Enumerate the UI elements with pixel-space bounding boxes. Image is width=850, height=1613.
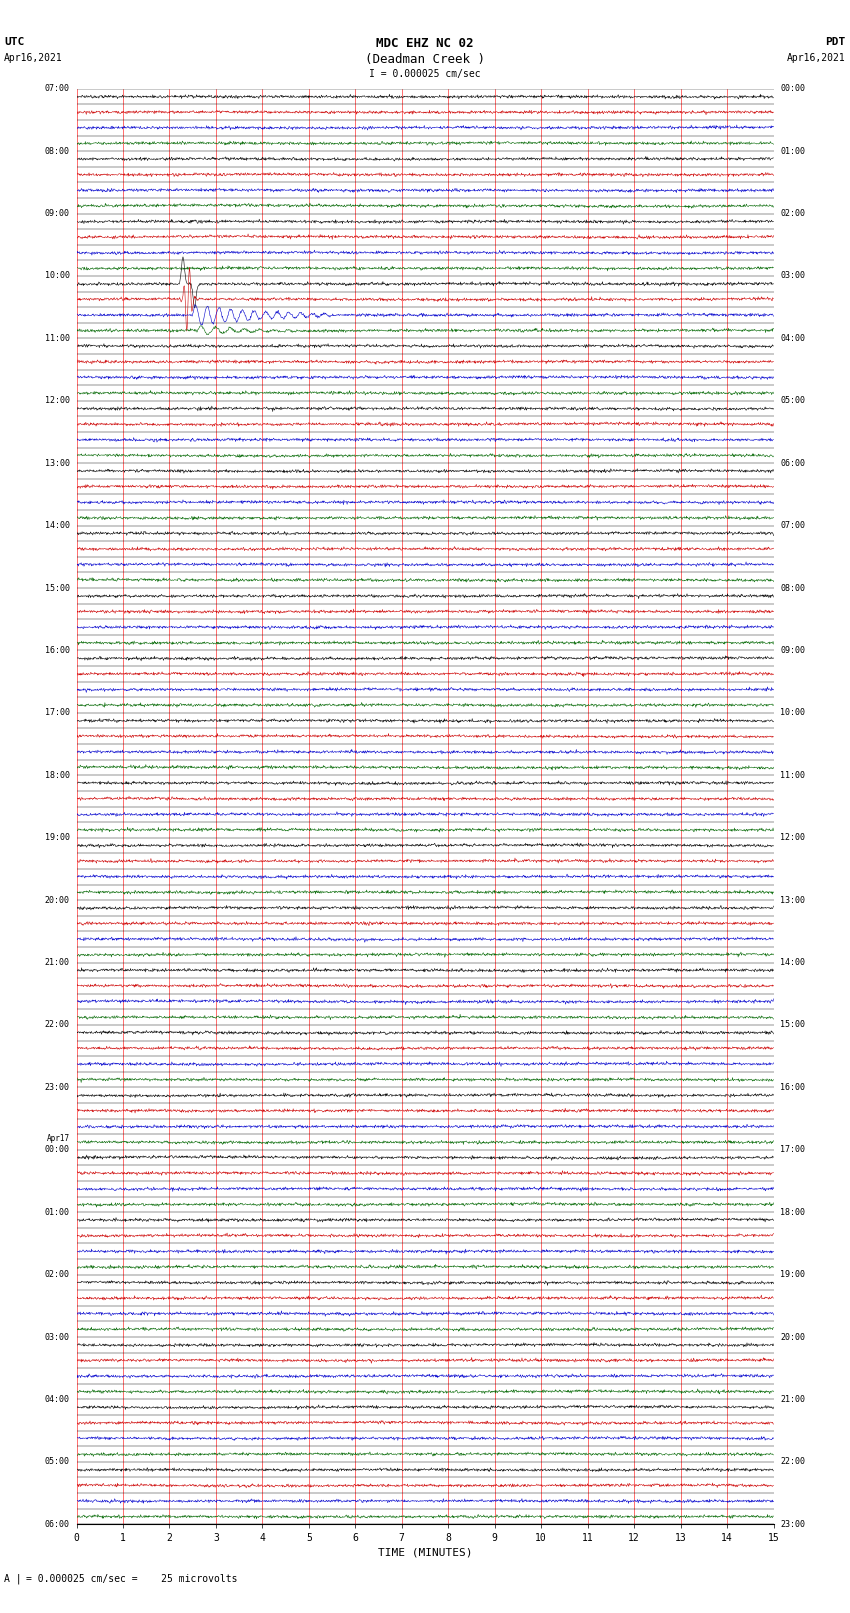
Text: 20:00: 20:00 [44, 895, 70, 905]
Text: UTC: UTC [4, 37, 25, 47]
Text: 02:00: 02:00 [44, 1269, 70, 1279]
Text: = 0.000025 cm/sec =    25 microvolts: = 0.000025 cm/sec = 25 microvolts [26, 1574, 237, 1584]
Text: 15:00: 15:00 [780, 1021, 806, 1029]
Text: PDT: PDT [825, 37, 846, 47]
Text: 22:00: 22:00 [44, 1021, 70, 1029]
Text: 19:00: 19:00 [44, 834, 70, 842]
Text: 12:00: 12:00 [44, 397, 70, 405]
Text: 14:00: 14:00 [44, 521, 70, 531]
Text: 04:00: 04:00 [780, 334, 806, 344]
Text: 09:00: 09:00 [780, 645, 806, 655]
Text: 21:00: 21:00 [780, 1395, 806, 1403]
Text: A |: A | [4, 1573, 22, 1584]
Text: I = 0.000025 cm/sec: I = 0.000025 cm/sec [369, 69, 481, 79]
Text: 06:00: 06:00 [780, 458, 806, 468]
Text: 00:00: 00:00 [780, 84, 806, 94]
Text: 08:00: 08:00 [44, 147, 70, 155]
Text: 23:00: 23:00 [44, 1082, 70, 1092]
Text: 23:00: 23:00 [780, 1519, 806, 1529]
X-axis label: TIME (MINUTES): TIME (MINUTES) [377, 1547, 473, 1558]
Text: 07:00: 07:00 [44, 84, 70, 94]
Text: 14:00: 14:00 [780, 958, 806, 968]
Text: 08:00: 08:00 [780, 584, 806, 592]
Text: 21:00: 21:00 [44, 958, 70, 968]
Text: 20:00: 20:00 [780, 1332, 806, 1342]
Text: Apr17: Apr17 [47, 1134, 70, 1144]
Text: 17:00: 17:00 [44, 708, 70, 718]
Text: 13:00: 13:00 [780, 895, 806, 905]
Text: Apr16,2021: Apr16,2021 [787, 53, 846, 63]
Text: 00:00: 00:00 [44, 1145, 70, 1155]
Text: 05:00: 05:00 [780, 397, 806, 405]
Text: 11:00: 11:00 [780, 771, 806, 779]
Text: 15:00: 15:00 [44, 584, 70, 592]
Text: 13:00: 13:00 [44, 458, 70, 468]
Text: 01:00: 01:00 [780, 147, 806, 155]
Text: MDC EHZ NC 02: MDC EHZ NC 02 [377, 37, 473, 50]
Text: 03:00: 03:00 [780, 271, 806, 281]
Text: 18:00: 18:00 [780, 1208, 806, 1216]
Text: 09:00: 09:00 [44, 210, 70, 218]
Text: 12:00: 12:00 [780, 834, 806, 842]
Text: 22:00: 22:00 [780, 1458, 806, 1466]
Text: 19:00: 19:00 [780, 1269, 806, 1279]
Text: 17:00: 17:00 [780, 1145, 806, 1155]
Text: 11:00: 11:00 [44, 334, 70, 344]
Text: (Deadman Creek ): (Deadman Creek ) [365, 53, 485, 66]
Text: Apr16,2021: Apr16,2021 [4, 53, 63, 63]
Text: 02:00: 02:00 [780, 210, 806, 218]
Text: 07:00: 07:00 [780, 521, 806, 531]
Text: 06:00: 06:00 [44, 1519, 70, 1529]
Text: 10:00: 10:00 [44, 271, 70, 281]
Text: 01:00: 01:00 [44, 1208, 70, 1216]
Text: 03:00: 03:00 [44, 1332, 70, 1342]
Text: 04:00: 04:00 [44, 1395, 70, 1403]
Text: 16:00: 16:00 [780, 1082, 806, 1092]
Text: 05:00: 05:00 [44, 1458, 70, 1466]
Text: 18:00: 18:00 [44, 771, 70, 779]
Text: 16:00: 16:00 [44, 645, 70, 655]
Text: 10:00: 10:00 [780, 708, 806, 718]
